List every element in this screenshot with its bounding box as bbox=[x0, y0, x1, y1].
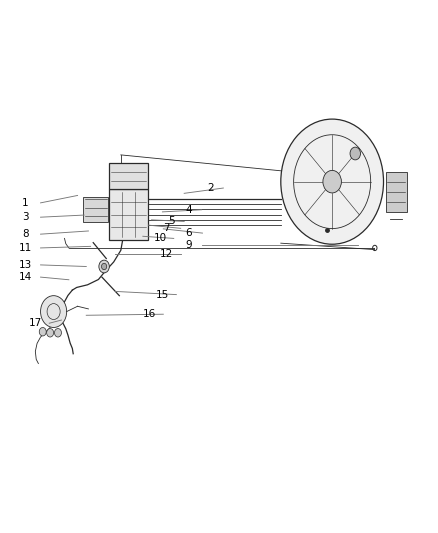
FancyBboxPatch shape bbox=[386, 172, 406, 212]
Circle shape bbox=[41, 296, 67, 327]
Text: 16: 16 bbox=[143, 309, 156, 319]
Text: 7: 7 bbox=[163, 223, 170, 233]
Text: 2: 2 bbox=[207, 183, 214, 193]
Text: 8: 8 bbox=[22, 229, 28, 239]
Text: 15: 15 bbox=[156, 289, 169, 300]
Text: 17: 17 bbox=[29, 318, 42, 328]
FancyBboxPatch shape bbox=[110, 189, 148, 240]
Circle shape bbox=[99, 260, 110, 273]
FancyBboxPatch shape bbox=[83, 197, 109, 222]
Text: 12: 12 bbox=[160, 249, 173, 259]
Text: 9: 9 bbox=[185, 240, 192, 250]
Text: 11: 11 bbox=[19, 243, 32, 253]
Circle shape bbox=[102, 263, 107, 270]
Text: 3: 3 bbox=[22, 212, 28, 222]
Circle shape bbox=[39, 327, 46, 336]
FancyBboxPatch shape bbox=[110, 163, 148, 189]
Text: 14: 14 bbox=[19, 272, 32, 282]
Text: 10: 10 bbox=[154, 233, 167, 244]
Circle shape bbox=[47, 328, 53, 337]
Circle shape bbox=[54, 328, 61, 337]
Text: 6: 6 bbox=[185, 228, 192, 238]
Circle shape bbox=[281, 119, 384, 244]
Text: 4: 4 bbox=[185, 205, 192, 215]
Text: 5: 5 bbox=[168, 216, 174, 227]
Text: 1: 1 bbox=[22, 198, 28, 208]
Circle shape bbox=[323, 171, 341, 193]
Text: 13: 13 bbox=[19, 260, 32, 270]
Circle shape bbox=[350, 147, 360, 160]
